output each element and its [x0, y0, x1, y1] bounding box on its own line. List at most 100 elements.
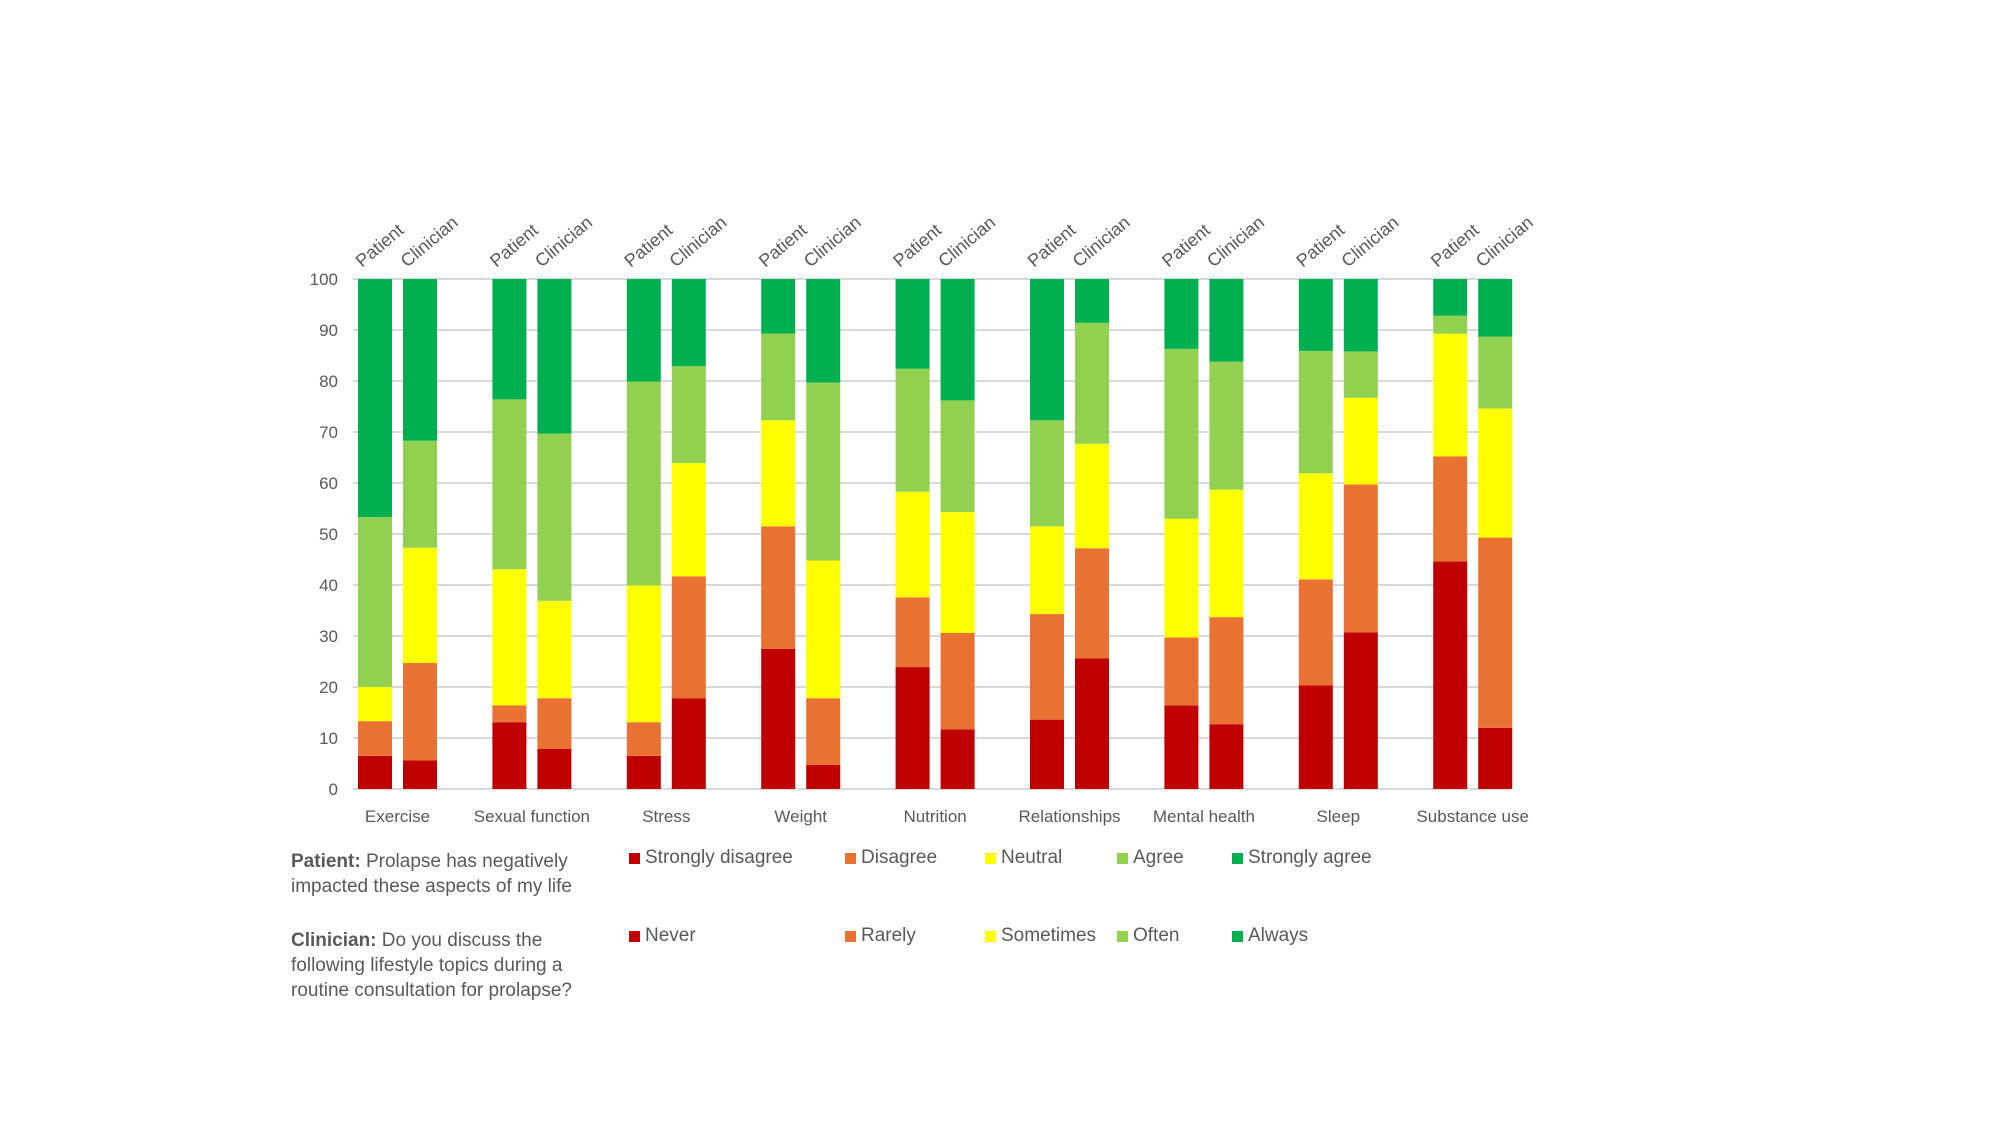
patient-note-text: Prolapse has negatively impacted these a… [291, 851, 572, 897]
legend-item: Strongly agree [1232, 847, 1372, 869]
bar-segment-patient-neutral [1433, 333, 1468, 457]
bar-segment-patient-agree [358, 517, 392, 687]
bar-segment-clinician-never [806, 765, 841, 789]
bar-segment-patient-strongly-disagree [626, 755, 661, 789]
group-label-patient: Patient [1293, 220, 1349, 271]
legend-swatch-icon [1117, 852, 1128, 864]
bar-segment-clinician-rarely [1343, 484, 1378, 633]
y-tick-label: 100 [310, 270, 338, 289]
category-label: Stress [642, 807, 690, 826]
group-label-patient: Patient [755, 220, 811, 271]
legend-label: Agree [1133, 847, 1184, 868]
legend-item: Never [629, 925, 696, 947]
bar-segment-clinician-rarely [671, 576, 706, 699]
category-label: Substance use [1416, 807, 1528, 826]
bar-segment-clinician-sometimes [806, 560, 841, 699]
legend-swatch-icon [985, 930, 996, 942]
bar-segment-patient-neutral [492, 569, 527, 706]
group-label-clinician: Clinician [666, 212, 731, 271]
legend-label: Always [1248, 925, 1309, 946]
legend-label: Strongly agree [1248, 847, 1372, 868]
bar-segment-patient-strongly-agree [761, 279, 796, 334]
bar-segment-clinician-often [1209, 361, 1244, 490]
bar-segment-patient-strongly-disagree [492, 722, 527, 789]
bar-segment-clinician-rarely [537, 698, 572, 749]
bar-segment-patient-neutral [895, 491, 930, 598]
bar-segment-patient-strongly-agree [1433, 279, 1468, 316]
bar-segment-clinician-never [1343, 632, 1378, 789]
bar-segment-patient-disagree [1298, 579, 1333, 686]
legend-swatch-icon [845, 930, 856, 942]
y-tick-label: 10 [319, 729, 338, 748]
bar-segment-clinician-always [537, 279, 572, 434]
bar-segment-patient-disagree [1433, 456, 1468, 562]
bar-segment-patient-disagree [895, 597, 930, 668]
bar-segment-patient-strongly-disagree [1030, 719, 1064, 789]
clinician-note-bold: Clinician: [291, 930, 377, 951]
bar-segment-clinician-never [1209, 724, 1244, 789]
bar-segment-patient-strongly-disagree [895, 667, 930, 789]
bar-segment-patient-strongly-agree [895, 279, 930, 369]
legend-label: Rarely [861, 925, 916, 946]
bar-segment-clinician-sometimes [1478, 408, 1513, 538]
group-label-clinician: Clinician [1203, 212, 1268, 271]
bar-segment-clinician-often [1478, 336, 1513, 409]
bar-segment-clinician-rarely [1075, 548, 1109, 659]
bar-segment-clinician-always [1343, 279, 1378, 352]
bar-segment-clinician-often [1075, 322, 1109, 444]
bar-segment-patient-agree [1030, 420, 1064, 527]
legend-label: Sometimes [1001, 925, 1097, 946]
bar-segment-patient-disagree [492, 705, 527, 723]
y-axis-ticks: 0 10 20 30 40 50 60 70 80 90 100 [310, 270, 338, 799]
bar-segment-clinician-rarely [1209, 617, 1244, 725]
bar-segment-clinician-sometimes [1343, 397, 1378, 485]
bar-segment-patient-agree [626, 381, 661, 586]
y-tick-label: 90 [319, 321, 338, 340]
bar-segment-patient-strongly-agree [492, 279, 527, 400]
group-label-patient: Patient [889, 220, 945, 271]
legend-swatch-icon [629, 930, 640, 942]
bar-segment-clinician-always [1209, 279, 1244, 362]
y-tick-label: 0 [329, 780, 338, 799]
bar-segment-patient-strongly-disagree [1298, 685, 1333, 789]
legend-clinician: Never Rarely Sometimes Often Always [0, 925, 2000, 951]
legend-item: Disagree [845, 847, 937, 869]
bar-segment-patient-neutral [358, 687, 392, 722]
group-label-patient: Patient [621, 220, 677, 271]
bar-segment-clinician-never [671, 698, 706, 789]
bar-segment-patient-agree [492, 399, 527, 570]
bar-segment-clinician-sometimes [1075, 443, 1109, 549]
y-tick-label: 60 [319, 474, 338, 493]
legend-label: Disagree [861, 847, 938, 868]
legend-label: Neutral [1001, 847, 1063, 868]
group-label-clinician: Clinician [1472, 212, 1537, 271]
bar-segment-patient-neutral [761, 420, 796, 527]
bar-segment-patient-strongly-agree [1164, 279, 1199, 349]
bar-segment-patient-agree [1433, 315, 1468, 334]
group-label-patient: Patient [352, 220, 408, 271]
bar-segment-clinician-sometimes [1209, 489, 1244, 618]
bar-segment-clinician-sometimes [537, 600, 572, 699]
bar-segment-clinician-rarely [940, 632, 975, 730]
category-label: Mental health [1153, 807, 1255, 826]
bar-segment-patient-disagree [358, 721, 392, 756]
bar-segment-patient-strongly-agree [358, 279, 392, 518]
y-tick-label: 50 [319, 525, 338, 544]
legend-swatch-icon [1232, 930, 1243, 942]
legend-item: Agree [1117, 847, 1184, 869]
bar-segment-patient-neutral [1298, 473, 1333, 580]
bar-segment-patient-neutral [1030, 526, 1064, 615]
bar-segment-clinician-often [403, 440, 437, 548]
group-label-clinician: Clinician [397, 212, 462, 271]
legend-swatch-icon [1117, 930, 1128, 942]
group-label-patient: Patient [1158, 220, 1214, 271]
y-tick-label: 70 [319, 423, 338, 442]
bar-segment-clinician-never [1075, 658, 1109, 789]
group-label-patient: Patient [486, 220, 542, 271]
y-tick-label: 40 [319, 576, 338, 595]
legend-label: Strongly disagree [645, 847, 793, 868]
bar-segment-patient-strongly-agree [1030, 279, 1064, 421]
bar-segment-patient-strongly-disagree [358, 755, 392, 789]
bar-segment-clinician-never [537, 748, 572, 789]
legend-swatch-icon [1232, 852, 1243, 864]
